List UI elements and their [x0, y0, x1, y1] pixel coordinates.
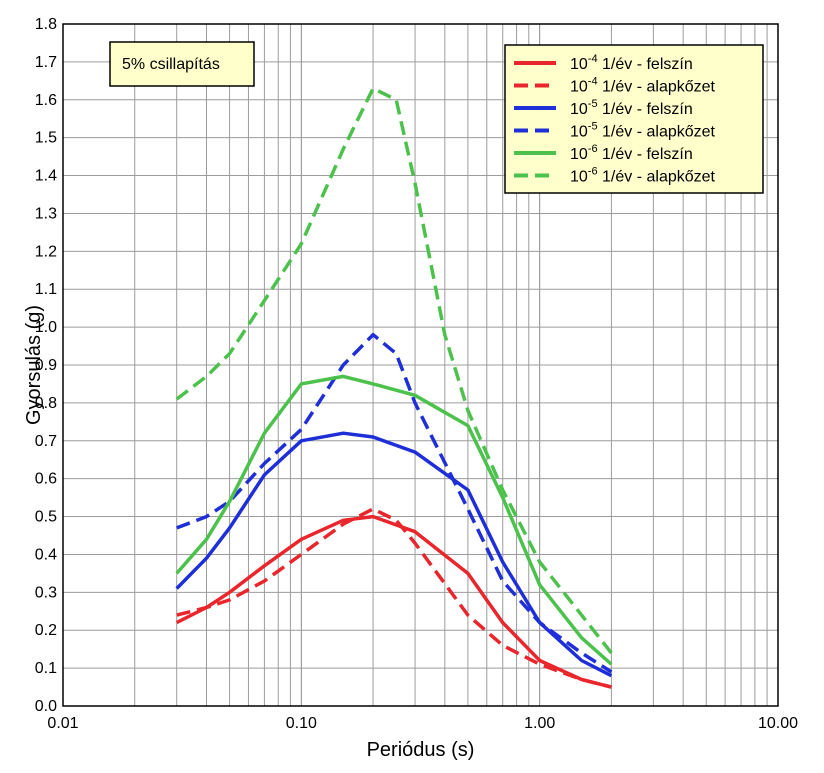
y-tick-label: 0.6 — [35, 471, 57, 488]
x-tick-label: 0.01 — [47, 715, 78, 732]
y-tick-label: 1.7 — [35, 54, 57, 71]
x-tick-label: 0.10 — [286, 715, 317, 732]
legend-label: 10-6 1/év - alapkőzet — [570, 166, 716, 186]
legend-item-5: 10-6 1/év - felszín — [514, 143, 693, 163]
y-tick-label: 0.9 — [35, 357, 57, 374]
damping-annotation-text: 5% csillapítás — [122, 56, 220, 73]
y-tick-label: 0.5 — [35, 509, 57, 526]
y-tick-label: 1.5 — [35, 130, 57, 147]
series-layer — [175, 86, 613, 689]
y-tick-label: 0.2 — [35, 622, 57, 639]
y-tick-label: 0.0 — [35, 698, 57, 715]
legend-label: 10-5 1/év - alapkőzet — [570, 121, 716, 141]
legend-item-4: 10-5 1/év - alapkőzet — [514, 121, 716, 141]
plot-frame — [62, 23, 779, 707]
legend-item-6: 10-6 1/év - alapkőzet — [514, 166, 716, 186]
y-tick-label: 1.4 — [35, 168, 57, 185]
grid-lines — [63, 24, 778, 706]
legend-item-1: 10-4 1/év - felszín — [514, 53, 693, 73]
series-line-1 — [175, 514, 612, 689]
y-tick-label: 0.8 — [35, 395, 57, 412]
damping-annotation: 5% csillapítás — [109, 41, 255, 87]
y-tick-label: 1.1 — [35, 281, 57, 298]
y-tick-label: 1.0 — [35, 319, 57, 336]
y-tick-label: 1.3 — [35, 205, 57, 222]
series-line-6 — [175, 86, 613, 655]
y-tick-labels: 0.0 0.1 0.2 0.3 0.4 0.5 0.6 0.7 0.8 0.9 1.0 1.1 1.2 1… — [35, 16, 57, 715]
y-tick-label: 0.4 — [35, 546, 57, 563]
y-tick-label: 1.6 — [35, 92, 57, 109]
y-tick-label: 0.1 — [35, 660, 57, 677]
x-axis-title: Periódus (s) — [367, 739, 475, 761]
y-tick-label: 1.2 — [35, 243, 57, 260]
legend-label: 10-5 1/év - felszín — [570, 98, 693, 118]
legend-item-2: 10-4 1/év - alapkőzet — [514, 76, 716, 96]
x-tick-labels: 0.01 0.10 1.00 10.00 — [47, 715, 798, 732]
y-tick-label: 0.3 — [35, 584, 57, 601]
legend-label: 10-4 1/év - felszín — [570, 53, 693, 73]
legend-item-3: 10-5 1/év - felszín — [514, 98, 693, 118]
series-line-4 — [176, 332, 613, 674]
y-axis-title: Gyorsulás (g) — [23, 305, 45, 425]
legend-label: 10-6 1/év - felszín — [570, 143, 693, 163]
series-line-2 — [176, 507, 612, 689]
y-tick-label: 1.8 — [35, 16, 57, 33]
x-tick-label: 10.00 — [758, 715, 798, 732]
x-tick-label: 1.00 — [524, 715, 555, 732]
legend-label: 10-4 1/év - alapkőzet — [570, 76, 716, 96]
series-line-5 — [175, 374, 613, 666]
y-tick-label: 0.7 — [35, 433, 57, 450]
legend: 10-4 1/év - felszín 10-4 1/év - alapkőzet… — [504, 44, 764, 194]
